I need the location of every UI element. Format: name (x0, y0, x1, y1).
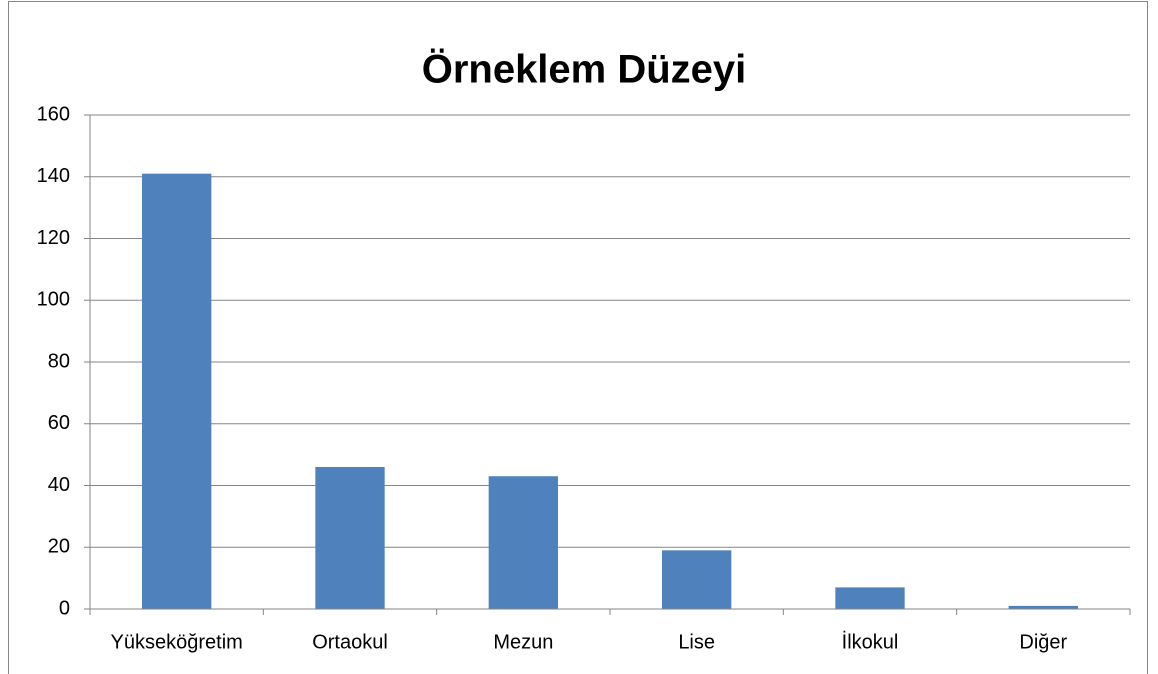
y-tick-label: 160 (37, 103, 70, 125)
x-tick-label: İlkokul (842, 630, 899, 653)
y-tick-label: 80 (48, 350, 70, 372)
bar (488, 476, 558, 609)
x-tick-label: Lise (678, 631, 715, 653)
y-tick-label: 0 (59, 597, 70, 619)
y-tick-label: 120 (37, 227, 70, 249)
bar (662, 550, 732, 609)
bar (835, 587, 905, 609)
bar (1008, 605, 1078, 609)
x-tick-label: Diğer (1019, 631, 1067, 653)
y-tick-label: 140 (37, 165, 70, 187)
y-tick-label: 20 (48, 536, 70, 558)
y-tick-label: 40 (48, 474, 70, 496)
y-tick-label: 100 (37, 289, 70, 311)
bar (315, 466, 385, 609)
x-tick-label: Ortaokul (312, 631, 388, 653)
chart-title: Örneklem Düzeyi (422, 47, 747, 92)
x-tick-label: Yükseköğretim (111, 631, 243, 653)
x-tick-label: Mezun (493, 631, 553, 653)
bar (142, 173, 212, 609)
y-tick-label: 60 (48, 412, 70, 434)
